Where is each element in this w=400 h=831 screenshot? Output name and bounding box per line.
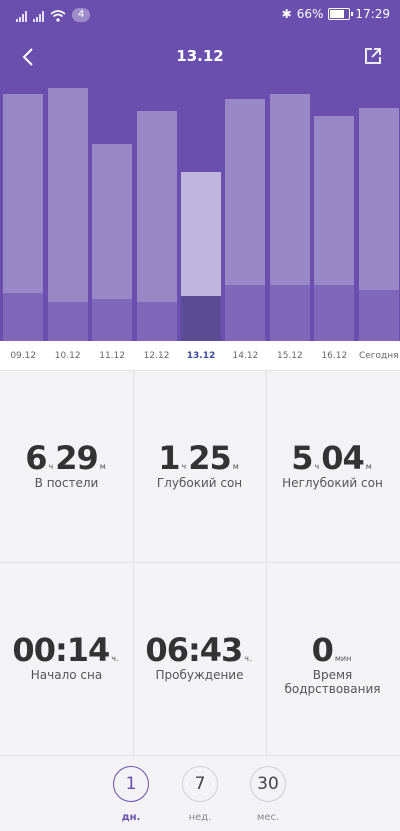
chart-bar-deep-sleep (314, 284, 355, 341)
chart-bar-deep-sleep (3, 293, 44, 341)
stat-label: В постели (34, 476, 99, 490)
stat-label: Неглубокий сон (282, 476, 383, 490)
stat-unit: м (99, 462, 106, 471)
chart-bar[interactable] (136, 110, 177, 341)
sleep-chart: 13.12 (0, 30, 400, 341)
chart-tick-label[interactable]: 13.12 (186, 351, 216, 361)
stat-cell: 00:14 ч. Начало сна (0, 563, 133, 754)
chart-bar[interactable] (47, 88, 88, 341)
stat-value: 6 ч 29 м (0, 439, 133, 477)
stat-number: 29 (55, 439, 99, 477)
signal-icon-2 (33, 10, 44, 22)
chart-tick-label[interactable]: 11.12 (99, 351, 125, 361)
stat-cell: 1 ч 25 м Глубокий сон (133, 371, 266, 562)
stat-number: 1 (158, 439, 180, 477)
period-button-1[interactable]: 1 (113, 766, 149, 802)
stat-unit: ч (48, 462, 54, 471)
chart-bar-deep-sleep (269, 284, 310, 341)
chart-bar-deep-sleep (181, 296, 221, 341)
divider (133, 371, 134, 755)
status-bar: 4 ✱ 66% 17:29 (0, 0, 400, 30)
stat-label: Начало сна (30, 668, 103, 682)
period-label: нед. (188, 812, 212, 823)
stat-number: 5 (291, 439, 313, 477)
chart-bar[interactable] (3, 93, 44, 341)
stat-cell: 0 мин Время бодрствования (266, 563, 399, 754)
chevron-left-icon[interactable] (21, 47, 35, 67)
period-label: дн. (121, 812, 141, 823)
stat-unit: ч (314, 462, 320, 471)
chart-bar-deep-sleep (136, 301, 177, 341)
stat-unit: ч. (111, 654, 119, 663)
stat-value: 1 ч 25 м (133, 439, 266, 477)
stat-label: Глубокий сон (156, 476, 243, 490)
share-icon[interactable] (364, 47, 382, 65)
stat-label: Время бодрствования (284, 668, 381, 696)
chart-tick-label[interactable]: 16.12 (321, 351, 348, 361)
chart-bar-deep-sleep (358, 290, 399, 341)
wifi-icon (50, 10, 66, 22)
stat-number: 06:43 (145, 631, 243, 669)
stat-number: 0 (311, 631, 334, 669)
chart-bar[interactable] (92, 144, 133, 341)
stat-number: 25 (188, 439, 232, 477)
stat-number: 6 (25, 439, 47, 477)
stat-unit: ч. (244, 654, 252, 663)
chart-bar[interactable] (269, 93, 310, 341)
chart-tick-label[interactable]: 12.12 (143, 351, 170, 361)
bluetooth-icon: ✱ (281, 7, 292, 21)
period-label: мес. (256, 812, 280, 823)
stat-value: 5 ч 04 м (266, 439, 399, 477)
chart-bar[interactable] (225, 99, 266, 341)
chart-tick-label[interactable]: 15.12 (276, 351, 303, 361)
chart-plot (0, 30, 400, 341)
chart-x-axis: 09.12 10.12 11.12 12.12 13.12 14.12 15.12 16.12… (0, 341, 400, 371)
page-title: 13.12 (176, 47, 224, 65)
stat-cell: 06:43 ч. Пробуждение (133, 563, 266, 754)
period-button-7[interactable]: 7 (182, 766, 218, 802)
notification-badge: 4 (72, 8, 91, 22)
stat-value: 00:14 ч. (0, 631, 133, 669)
chart-bar-deep-sleep (47, 301, 88, 341)
stat-label: Пробуждение (155, 668, 244, 682)
chart-tick-label[interactable]: Сегодня (358, 351, 399, 361)
battery-percent: 66% (296, 7, 324, 21)
stat-cell: 6 ч 29 м В постели (0, 371, 133, 562)
period-selector: 1 дн. 7 нед. 30 мес. (0, 755, 400, 831)
clock: 17:29 (355, 7, 390, 21)
chart-tick-label[interactable]: 14.12 (232, 351, 259, 361)
divider (266, 371, 267, 755)
stats-grid: 6 ч 29 м В постели 1 ч 25 м Глубокий сон 5 ч 04 м Негл… (0, 371, 400, 755)
stat-unit: ч (181, 462, 187, 471)
signal-icon (16, 10, 27, 22)
stat-unit: м (365, 462, 372, 471)
chart-tick-label[interactable]: 09.12 (10, 351, 37, 361)
chart-bar[interactable] (181, 172, 221, 341)
stat-value: 06:43 ч. (133, 631, 266, 669)
chart-bar[interactable] (358, 107, 399, 341)
chart-bar-deep-sleep (92, 298, 133, 341)
battery-icon (328, 8, 354, 20)
stat-cell: 5 ч 04 м Неглубокий сон (266, 371, 399, 562)
stat-value: 0 мин (266, 631, 399, 669)
stat-number: 00:14 (12, 631, 110, 669)
stat-number: 04 (321, 439, 365, 477)
chart-bar[interactable] (314, 116, 355, 341)
period-button-30[interactable]: 30 (250, 766, 286, 802)
chart-tick-label[interactable]: 10.12 (54, 351, 81, 361)
stat-unit: мин (334, 654, 352, 663)
stat-unit: м (232, 462, 239, 471)
divider (0, 562, 400, 563)
chart-bar-deep-sleep (225, 284, 266, 341)
